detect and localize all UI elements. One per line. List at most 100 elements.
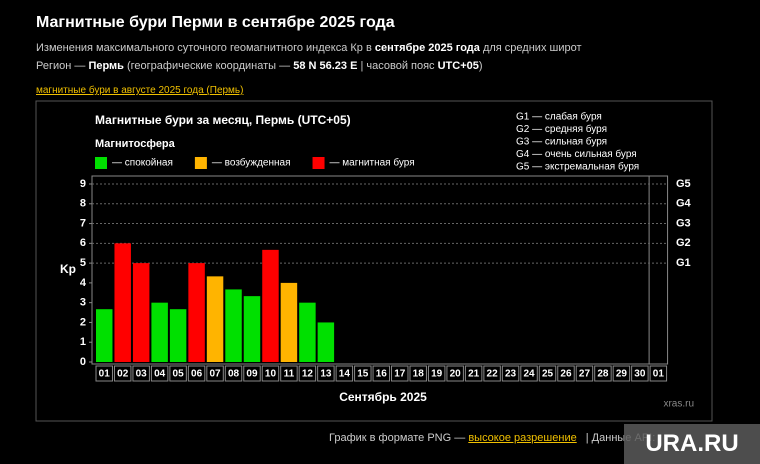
page-title: Магнитные бури Перми в сентябре 2025 год…: [36, 14, 395, 31]
y-tick-label: 5: [80, 257, 86, 269]
x-tick-label: 25: [542, 369, 554, 380]
bar: [280, 282, 298, 362]
x-tick-label: 11: [284, 369, 295, 380]
text: Изменения максимального суточного геомаг…: [36, 42, 375, 54]
x-tick-label: 22: [487, 369, 499, 380]
y2-tick-label: G4: [676, 198, 692, 210]
x-tick-label: 07: [209, 369, 221, 380]
x-tick-box: [372, 365, 391, 382]
x-tick-box: [649, 365, 668, 382]
text: ): [478, 60, 483, 72]
x-tick-box: [612, 365, 631, 382]
bar: [225, 289, 242, 362]
x-tick-box: [391, 365, 409, 382]
x-tick-label: 01: [653, 369, 665, 380]
text: График в формате PNG —: [329, 432, 469, 444]
x-tick-label: 13: [320, 369, 332, 380]
x-tick-box: [298, 365, 317, 382]
storm-level: G3 — сильная буря: [516, 136, 607, 148]
description: Изменения максимального суточного геомаг…: [36, 42, 582, 54]
plot-frame: [91, 175, 669, 365]
x-tick-label: 29: [616, 369, 628, 380]
y-tick-label: 8: [80, 198, 86, 210]
x-tick-box: [446, 365, 464, 382]
y-tick-label: 1: [80, 336, 86, 348]
x-tick-label: 20: [450, 369, 462, 380]
legend-label: — магнитная буря: [330, 157, 415, 169]
y-tick-label: 0: [80, 356, 86, 368]
text: 58 N 56.23 E: [293, 60, 358, 72]
chart-frame: [35, 100, 713, 422]
y2-tick-label: G2: [676, 237, 691, 249]
link[interactable]: высокое разрешение: [468, 432, 577, 444]
x-tick-box: [132, 365, 150, 382]
bar: [169, 309, 187, 362]
x-tick-label: 05: [173, 369, 185, 380]
y-tick-label: 2: [80, 316, 86, 328]
y-axis-label: Kp: [60, 262, 76, 276]
x-tick-box: [464, 365, 483, 382]
x-tick-label: 17: [394, 369, 406, 380]
legend-swatch: [194, 157, 207, 169]
x-tick-box: [169, 365, 187, 382]
bar: [132, 263, 150, 362]
storm-level: G1 — слабая буря: [516, 111, 602, 123]
storm-level: G4 — очень сильная буря: [516, 148, 637, 160]
text: (географические координаты —: [123, 60, 294, 72]
chart-title: Магнитные бури за месяц, Пермь (UTC+05): [95, 113, 351, 127]
x-tick-box: [95, 365, 113, 382]
x-tick-box: [427, 365, 446, 382]
text: сентябре 2025 года: [374, 42, 480, 54]
y2-tick-label: G3: [676, 217, 691, 229]
x-tick-label: 01: [99, 369, 111, 380]
text: для средних широт: [479, 42, 582, 54]
x-tick-label: 24: [523, 369, 535, 380]
x-tick-label: 14: [339, 369, 351, 380]
bar: [243, 296, 261, 362]
x-tick-label: 15: [357, 369, 369, 380]
bar: [299, 302, 316, 362]
bar: [206, 276, 224, 362]
x-tick-box: [243, 365, 261, 382]
x-tick-label: 12: [302, 369, 314, 380]
x-tick-box: [594, 365, 612, 382]
x-tick-box: [520, 365, 538, 382]
x-tick-label: 16: [376, 369, 388, 380]
x-tick-label: 30: [634, 369, 646, 380]
x-tick-box: [224, 365, 243, 382]
x-tick-label: 09: [246, 369, 258, 380]
bar: [188, 263, 205, 362]
legend-swatch: [95, 157, 107, 169]
bar: [114, 243, 131, 362]
y-tick-label: 6: [80, 237, 86, 249]
bar: [262, 249, 279, 362]
x-tick-box: [187, 365, 206, 382]
watermark: URA.RU: [624, 424, 760, 464]
x-tick-label: 03: [136, 369, 148, 380]
x-tick-label: 06: [191, 369, 203, 380]
x-tick-box: [557, 365, 575, 382]
legend-title: Магнитосфера: [95, 138, 176, 150]
text: Пермь: [88, 60, 124, 72]
storm-level: G5 — экстремальная буря: [516, 161, 639, 173]
text: UTC+05: [437, 60, 479, 72]
bar: [151, 302, 168, 362]
x-tick-box: [538, 365, 557, 382]
x-tick-label: 02: [117, 369, 129, 380]
x-tick-box: [280, 365, 298, 382]
legend-label: — возбужденная: [212, 157, 291, 169]
x-tick-label: 04: [154, 369, 166, 380]
x-tick-label: 28: [597, 369, 609, 380]
x-tick-box: [206, 365, 224, 382]
y-tick-label: 9: [80, 178, 86, 190]
link[interactable]: магнитные бури в августе 2025 года (Перм…: [36, 85, 244, 96]
x-tick-label: 18: [413, 369, 425, 380]
storm-level: G2 — средняя буря: [516, 123, 607, 135]
bar: [96, 309, 113, 362]
x-tick-box: [354, 365, 372, 382]
legend-label: — спокойная: [112, 158, 173, 169]
y-tick-label: 4: [80, 277, 87, 289]
x-tick-label: 27: [579, 369, 591, 380]
